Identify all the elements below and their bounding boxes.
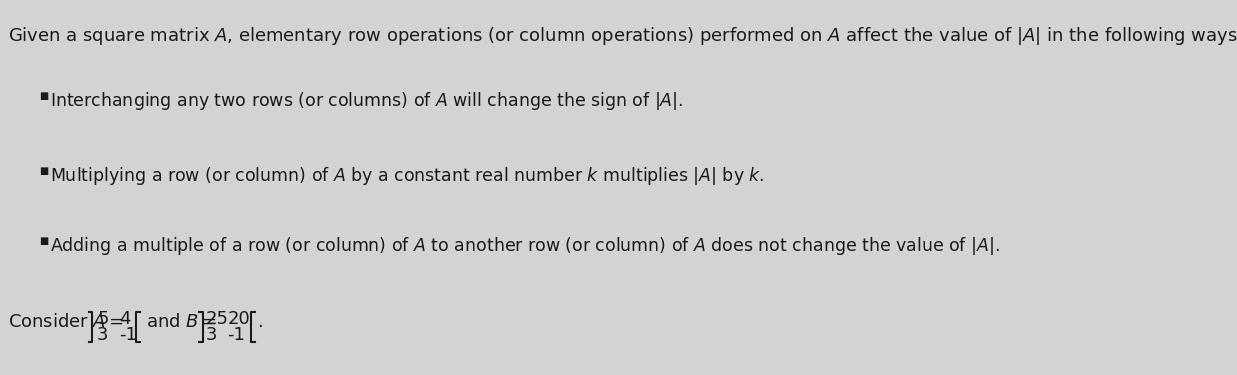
Text: Interchanging any two rows (or columns) of $A$ will change the sign of $|A|$.: Interchanging any two rows (or columns) … bbox=[51, 90, 684, 112]
Text: $\blacksquare$: $\blacksquare$ bbox=[38, 235, 48, 247]
Text: .: . bbox=[257, 313, 263, 331]
Text: Adding a multiple of a row (or column) of $A$ to another row (or column) of $A$ : Adding a multiple of a row (or column) o… bbox=[51, 235, 999, 257]
Text: Given a square matrix $A$, elementary row operations (or column operations) perf: Given a square matrix $A$, elementary ro… bbox=[7, 25, 1237, 47]
Text: 25: 25 bbox=[205, 310, 229, 328]
Text: Consider $A=$: Consider $A=$ bbox=[7, 313, 124, 331]
Text: -1: -1 bbox=[119, 326, 136, 344]
Text: 3: 3 bbox=[205, 326, 218, 344]
Text: Multiplying a row (or column) of $A$ by a constant real number $k$ multiplies $|: Multiplying a row (or column) of $A$ by … bbox=[51, 165, 764, 187]
Text: $\blacksquare$: $\blacksquare$ bbox=[38, 90, 48, 102]
Text: 5: 5 bbox=[98, 310, 109, 328]
Text: 4: 4 bbox=[119, 310, 130, 328]
Text: 3: 3 bbox=[98, 326, 109, 344]
Text: 20: 20 bbox=[228, 310, 250, 328]
Text: $\blacksquare$: $\blacksquare$ bbox=[38, 165, 48, 177]
Text: and $B=$: and $B=$ bbox=[146, 313, 216, 331]
Text: -1: -1 bbox=[228, 326, 245, 344]
